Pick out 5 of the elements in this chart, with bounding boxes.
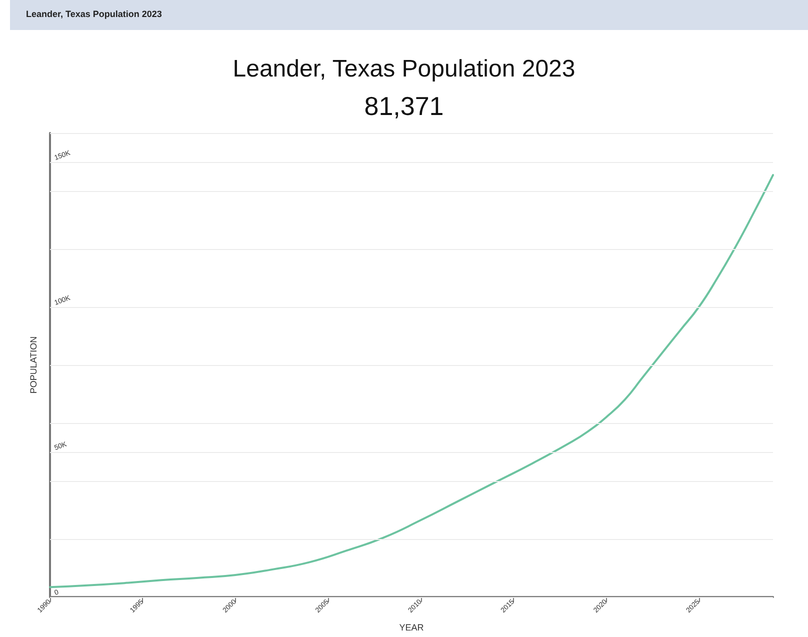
text: Leander, Texas Population 2023 bbox=[26, 9, 162, 19]
chart-subtitle: 81,371 bbox=[364, 91, 444, 121]
x-axis-title: YEAR bbox=[399, 622, 424, 632]
y-axis-title: POPULATION bbox=[28, 336, 38, 394]
chart-title: Leander, Texas Population 2023 bbox=[232, 56, 576, 82]
